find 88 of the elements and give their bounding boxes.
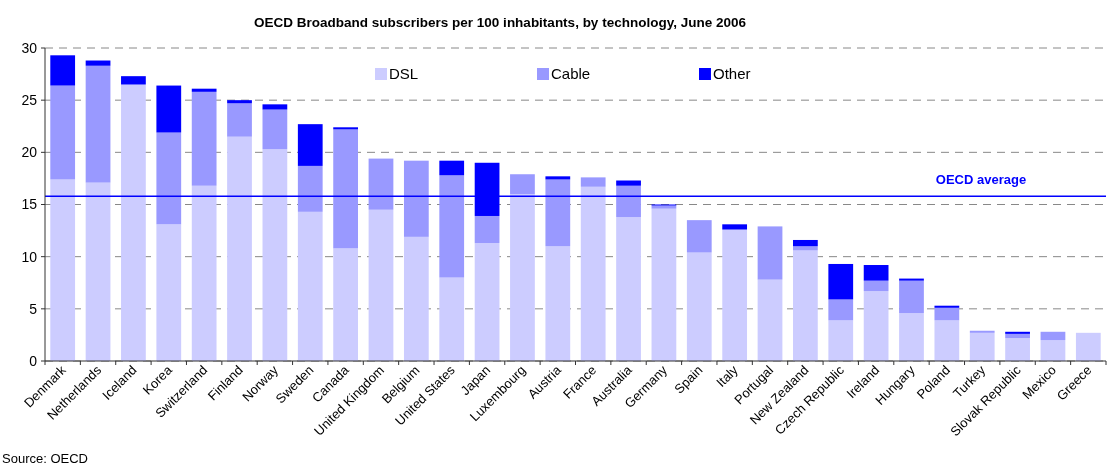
bar xyxy=(616,180,641,186)
bar xyxy=(757,226,783,280)
bar xyxy=(156,85,182,133)
bar xyxy=(227,103,252,137)
bar xyxy=(545,246,571,361)
bar xyxy=(50,179,76,361)
bar xyxy=(156,224,182,361)
y-tick-label: 15 xyxy=(21,196,38,213)
bar xyxy=(828,263,854,300)
bar xyxy=(793,239,818,247)
bar xyxy=(368,209,394,361)
bar xyxy=(863,280,889,292)
source-note: Source: OECD xyxy=(2,451,88,466)
bar xyxy=(227,100,252,104)
y-tick-label: 5 xyxy=(29,300,38,317)
bar xyxy=(85,182,111,361)
bar xyxy=(828,299,854,321)
bar xyxy=(50,55,76,86)
bar xyxy=(333,127,358,130)
bar xyxy=(899,313,924,361)
bar xyxy=(828,320,854,361)
bar xyxy=(1040,340,1066,361)
bar xyxy=(403,236,429,361)
bar xyxy=(863,291,889,361)
bar xyxy=(333,248,358,361)
bar xyxy=(439,160,465,176)
bar xyxy=(1075,332,1101,361)
bar xyxy=(510,194,535,361)
bar xyxy=(121,76,146,85)
bar xyxy=(227,136,252,361)
bar xyxy=(934,307,960,321)
bar xyxy=(439,277,465,361)
bar xyxy=(686,252,712,361)
ref-line-label: OECD average xyxy=(935,172,1027,188)
bar xyxy=(616,217,641,361)
bar xyxy=(191,91,217,186)
bar xyxy=(545,176,571,180)
bar xyxy=(297,165,323,212)
bar xyxy=(793,246,818,251)
bar xyxy=(651,208,677,361)
bar xyxy=(368,158,394,210)
bar xyxy=(969,332,995,361)
bar xyxy=(403,160,429,237)
bar xyxy=(1005,333,1030,339)
bar xyxy=(85,60,111,66)
bar xyxy=(757,279,783,361)
bar xyxy=(1040,331,1066,341)
y-tick-label: 30 xyxy=(21,39,38,56)
bar xyxy=(793,250,818,361)
bar xyxy=(899,278,924,281)
bar xyxy=(934,320,960,361)
bar xyxy=(262,109,288,150)
chart-title: OECD Broadband subscribers per 100 inhabitants, by technology, June 2006 xyxy=(254,15,747,30)
legend-label: Cable xyxy=(551,65,591,83)
bar xyxy=(686,220,712,253)
bar xyxy=(121,84,146,361)
bar xyxy=(545,179,571,247)
bar xyxy=(85,65,111,183)
legend-label: DSL xyxy=(389,65,419,83)
y-tick-label: 10 xyxy=(21,248,38,265)
bar xyxy=(439,175,465,278)
bar xyxy=(191,88,217,92)
bar xyxy=(156,132,182,225)
bar xyxy=(580,186,606,361)
bar xyxy=(262,149,288,361)
bar xyxy=(474,215,500,244)
bar xyxy=(510,174,535,195)
bar xyxy=(934,305,960,308)
bar xyxy=(50,85,76,180)
y-tick-label: 20 xyxy=(21,144,38,161)
bar xyxy=(899,280,924,314)
bar xyxy=(969,330,995,333)
bar xyxy=(297,211,323,361)
bar xyxy=(1005,338,1030,361)
bar xyxy=(262,104,288,110)
bar xyxy=(722,224,748,230)
bar xyxy=(722,229,748,361)
bar xyxy=(1005,331,1030,334)
bar xyxy=(297,124,323,166)
bar xyxy=(191,185,217,361)
bar xyxy=(863,265,889,281)
legend-label: Other xyxy=(713,65,751,83)
bar xyxy=(333,129,358,249)
bar xyxy=(474,243,500,361)
y-tick-label: 0 xyxy=(29,352,38,369)
bar xyxy=(616,185,641,218)
bar xyxy=(580,177,606,187)
y-tick-label: 25 xyxy=(21,92,38,109)
